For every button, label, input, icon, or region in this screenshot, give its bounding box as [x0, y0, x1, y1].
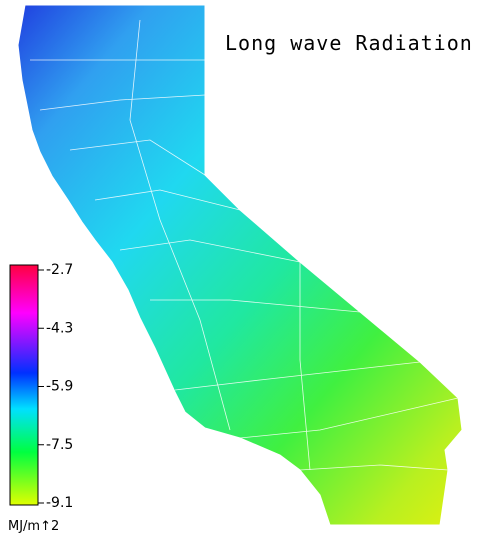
tick-label: -2.7 [46, 262, 73, 278]
unit-label: MJ/m↑2 [8, 519, 59, 534]
tick-label: -5.9 [46, 379, 73, 395]
color-bar-ticks: -2.7 -4.3 -5.9 -7.5 -9.1 [38, 262, 73, 511]
tick-label: -9.1 [46, 495, 73, 511]
map-title: Long wave Radiation [225, 31, 473, 55]
tick-label: -4.3 [46, 320, 73, 336]
county-lines [30, 19, 459, 471]
tick-label: -7.5 [46, 437, 73, 453]
california-shape [17, 4, 463, 526]
color-bar [9, 264, 39, 506]
